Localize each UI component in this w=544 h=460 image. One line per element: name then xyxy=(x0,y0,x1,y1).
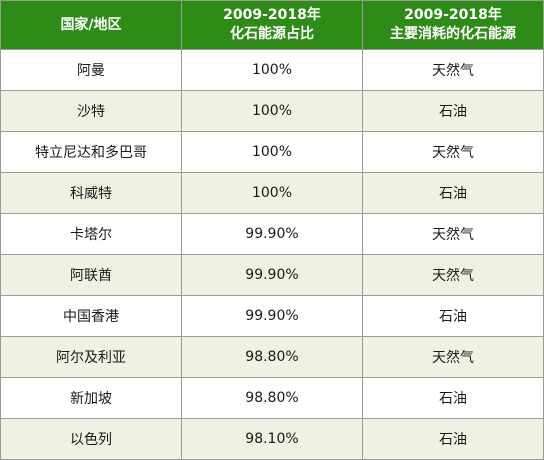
cell-share: 98.80% xyxy=(181,377,363,419)
header-row: 国家/地区 2009-2018年 化石能源占比 2009-2018年 主要消耗的… xyxy=(0,0,544,50)
cell-share: 99.90% xyxy=(181,213,363,255)
cell-source: 天然气 xyxy=(362,254,544,296)
table-row: 科威特 100% 石油 xyxy=(0,172,544,214)
cell-share: 99.90% xyxy=(181,254,363,296)
cell-share: 100% xyxy=(181,90,363,132)
cell-region: 卡塔尔 xyxy=(0,213,182,255)
header-source-line1: 2009-2018年 xyxy=(404,7,502,23)
cell-source: 石油 xyxy=(362,172,544,214)
header-region: 国家/地区 xyxy=(0,0,182,50)
table-row: 以色列 98.10% 石油 xyxy=(0,418,544,460)
table-row: 中国香港 99.90% 石油 xyxy=(0,295,544,337)
table-body: 阿曼 100% 天然气 沙特 100% 石油 特立尼达和多巴哥 100% 天然气… xyxy=(0,49,544,460)
header-share-line2: 化石能源占比 xyxy=(230,26,314,42)
table-row: 阿曼 100% 天然气 xyxy=(0,49,544,91)
table-row: 沙特 100% 石油 xyxy=(0,90,544,132)
cell-source: 石油 xyxy=(362,377,544,419)
cell-source: 石油 xyxy=(362,418,544,460)
header-share-line1: 2009-2018年 xyxy=(223,7,321,23)
header-source-line2: 主要消耗的化石能源 xyxy=(390,26,516,42)
cell-region: 新加坡 xyxy=(0,377,182,419)
table-row: 新加坡 98.80% 石油 xyxy=(0,377,544,419)
cell-share: 100% xyxy=(181,172,363,214)
cell-region: 以色列 xyxy=(0,418,182,460)
table-row: 阿联酋 99.90% 天然气 xyxy=(0,254,544,296)
cell-region: 科威特 xyxy=(0,172,182,214)
cell-region: 中国香港 xyxy=(0,295,182,337)
cell-share: 100% xyxy=(181,49,363,91)
cell-share: 98.80% xyxy=(181,336,363,378)
table-row: 卡塔尔 99.90% 天然气 xyxy=(0,213,544,255)
cell-source: 天然气 xyxy=(362,131,544,173)
cell-region: 沙特 xyxy=(0,90,182,132)
cell-region: 阿联酋 xyxy=(0,254,182,296)
cell-source: 石油 xyxy=(362,90,544,132)
cell-source: 石油 xyxy=(362,295,544,337)
cell-source: 天然气 xyxy=(362,213,544,255)
cell-region: 阿尔及利亚 xyxy=(0,336,182,378)
cell-share: 100% xyxy=(181,131,363,173)
header-share: 2009-2018年 化石能源占比 xyxy=(181,0,363,50)
table-row: 阿尔及利亚 98.80% 天然气 xyxy=(0,336,544,378)
table-row: 特立尼达和多巴哥 100% 天然气 xyxy=(0,131,544,173)
cell-region: 特立尼达和多巴哥 xyxy=(0,131,182,173)
cell-source: 天然气 xyxy=(362,49,544,91)
cell-source: 天然气 xyxy=(362,336,544,378)
header-source: 2009-2018年 主要消耗的化石能源 xyxy=(362,0,544,50)
cell-region: 阿曼 xyxy=(0,49,182,91)
header-region-label: 国家/地区 xyxy=(60,16,122,33)
table-header: 国家/地区 2009-2018年 化石能源占比 2009-2018年 主要消耗的… xyxy=(0,0,544,50)
cell-share: 98.10% xyxy=(181,418,363,460)
cell-share: 99.90% xyxy=(181,295,363,337)
